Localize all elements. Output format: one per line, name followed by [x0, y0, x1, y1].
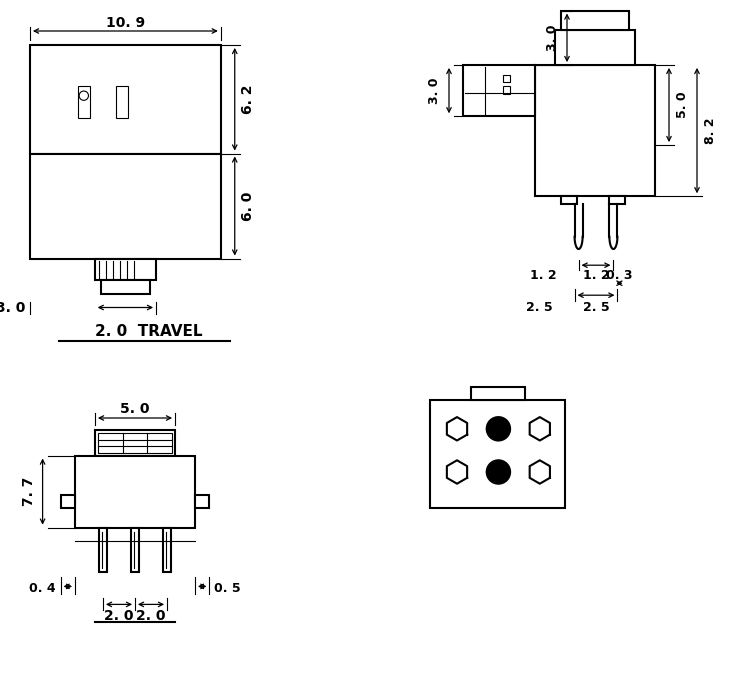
- Circle shape: [80, 91, 88, 100]
- Text: 5. 0: 5. 0: [676, 92, 688, 118]
- Text: 1. 2: 1. 2: [583, 269, 609, 281]
- Bar: [78, 86, 90, 117]
- Bar: [94, 259, 156, 279]
- Text: 8. 2: 8. 2: [704, 117, 716, 144]
- Text: 6. 2: 6. 2: [241, 85, 255, 114]
- Bar: [100, 279, 150, 293]
- Bar: [100, 528, 106, 573]
- Bar: [555, 30, 635, 65]
- Bar: [503, 86, 510, 94]
- Text: 2. 0  TRAVEL: 2. 0 TRAVEL: [94, 324, 202, 339]
- Text: 2. 0: 2. 0: [136, 610, 166, 623]
- Bar: [470, 387, 524, 400]
- Text: 5. 0: 5. 0: [120, 402, 150, 416]
- Bar: [561, 10, 629, 30]
- Polygon shape: [447, 417, 467, 441]
- Bar: [535, 65, 655, 196]
- Text: 10. 9: 10. 9: [106, 16, 145, 30]
- Text: 0. 3: 0. 3: [606, 269, 633, 281]
- Circle shape: [487, 460, 510, 484]
- Text: 2. 0: 2. 0: [104, 610, 134, 623]
- Text: 2. 5: 2. 5: [526, 301, 553, 313]
- Bar: [195, 496, 209, 508]
- Bar: [560, 196, 577, 204]
- Text: 3. 0: 3. 0: [0, 300, 25, 315]
- Polygon shape: [530, 417, 550, 441]
- Text: 6. 0: 6. 0: [241, 191, 255, 221]
- Bar: [75, 456, 195, 528]
- Text: 7. 7: 7. 7: [22, 477, 35, 506]
- Bar: [608, 196, 625, 204]
- Bar: [61, 496, 75, 508]
- Bar: [503, 75, 510, 83]
- Text: 1. 2: 1. 2: [530, 269, 556, 281]
- Text: 3. 0: 3. 0: [547, 24, 560, 51]
- Bar: [98, 433, 172, 452]
- Text: 0. 5: 0. 5: [214, 582, 241, 595]
- Text: 0. 4: 0. 4: [29, 582, 56, 595]
- Circle shape: [487, 417, 510, 441]
- Polygon shape: [447, 460, 467, 484]
- Bar: [116, 86, 128, 117]
- Bar: [430, 400, 565, 508]
- Bar: [463, 65, 535, 116]
- Bar: [30, 154, 220, 259]
- Polygon shape: [530, 460, 550, 484]
- Bar: [30, 45, 220, 154]
- Bar: [164, 528, 170, 573]
- Bar: [95, 430, 175, 456]
- Text: 2. 5: 2. 5: [583, 301, 609, 313]
- Bar: [131, 528, 139, 573]
- Text: 3. 0: 3. 0: [428, 77, 442, 104]
